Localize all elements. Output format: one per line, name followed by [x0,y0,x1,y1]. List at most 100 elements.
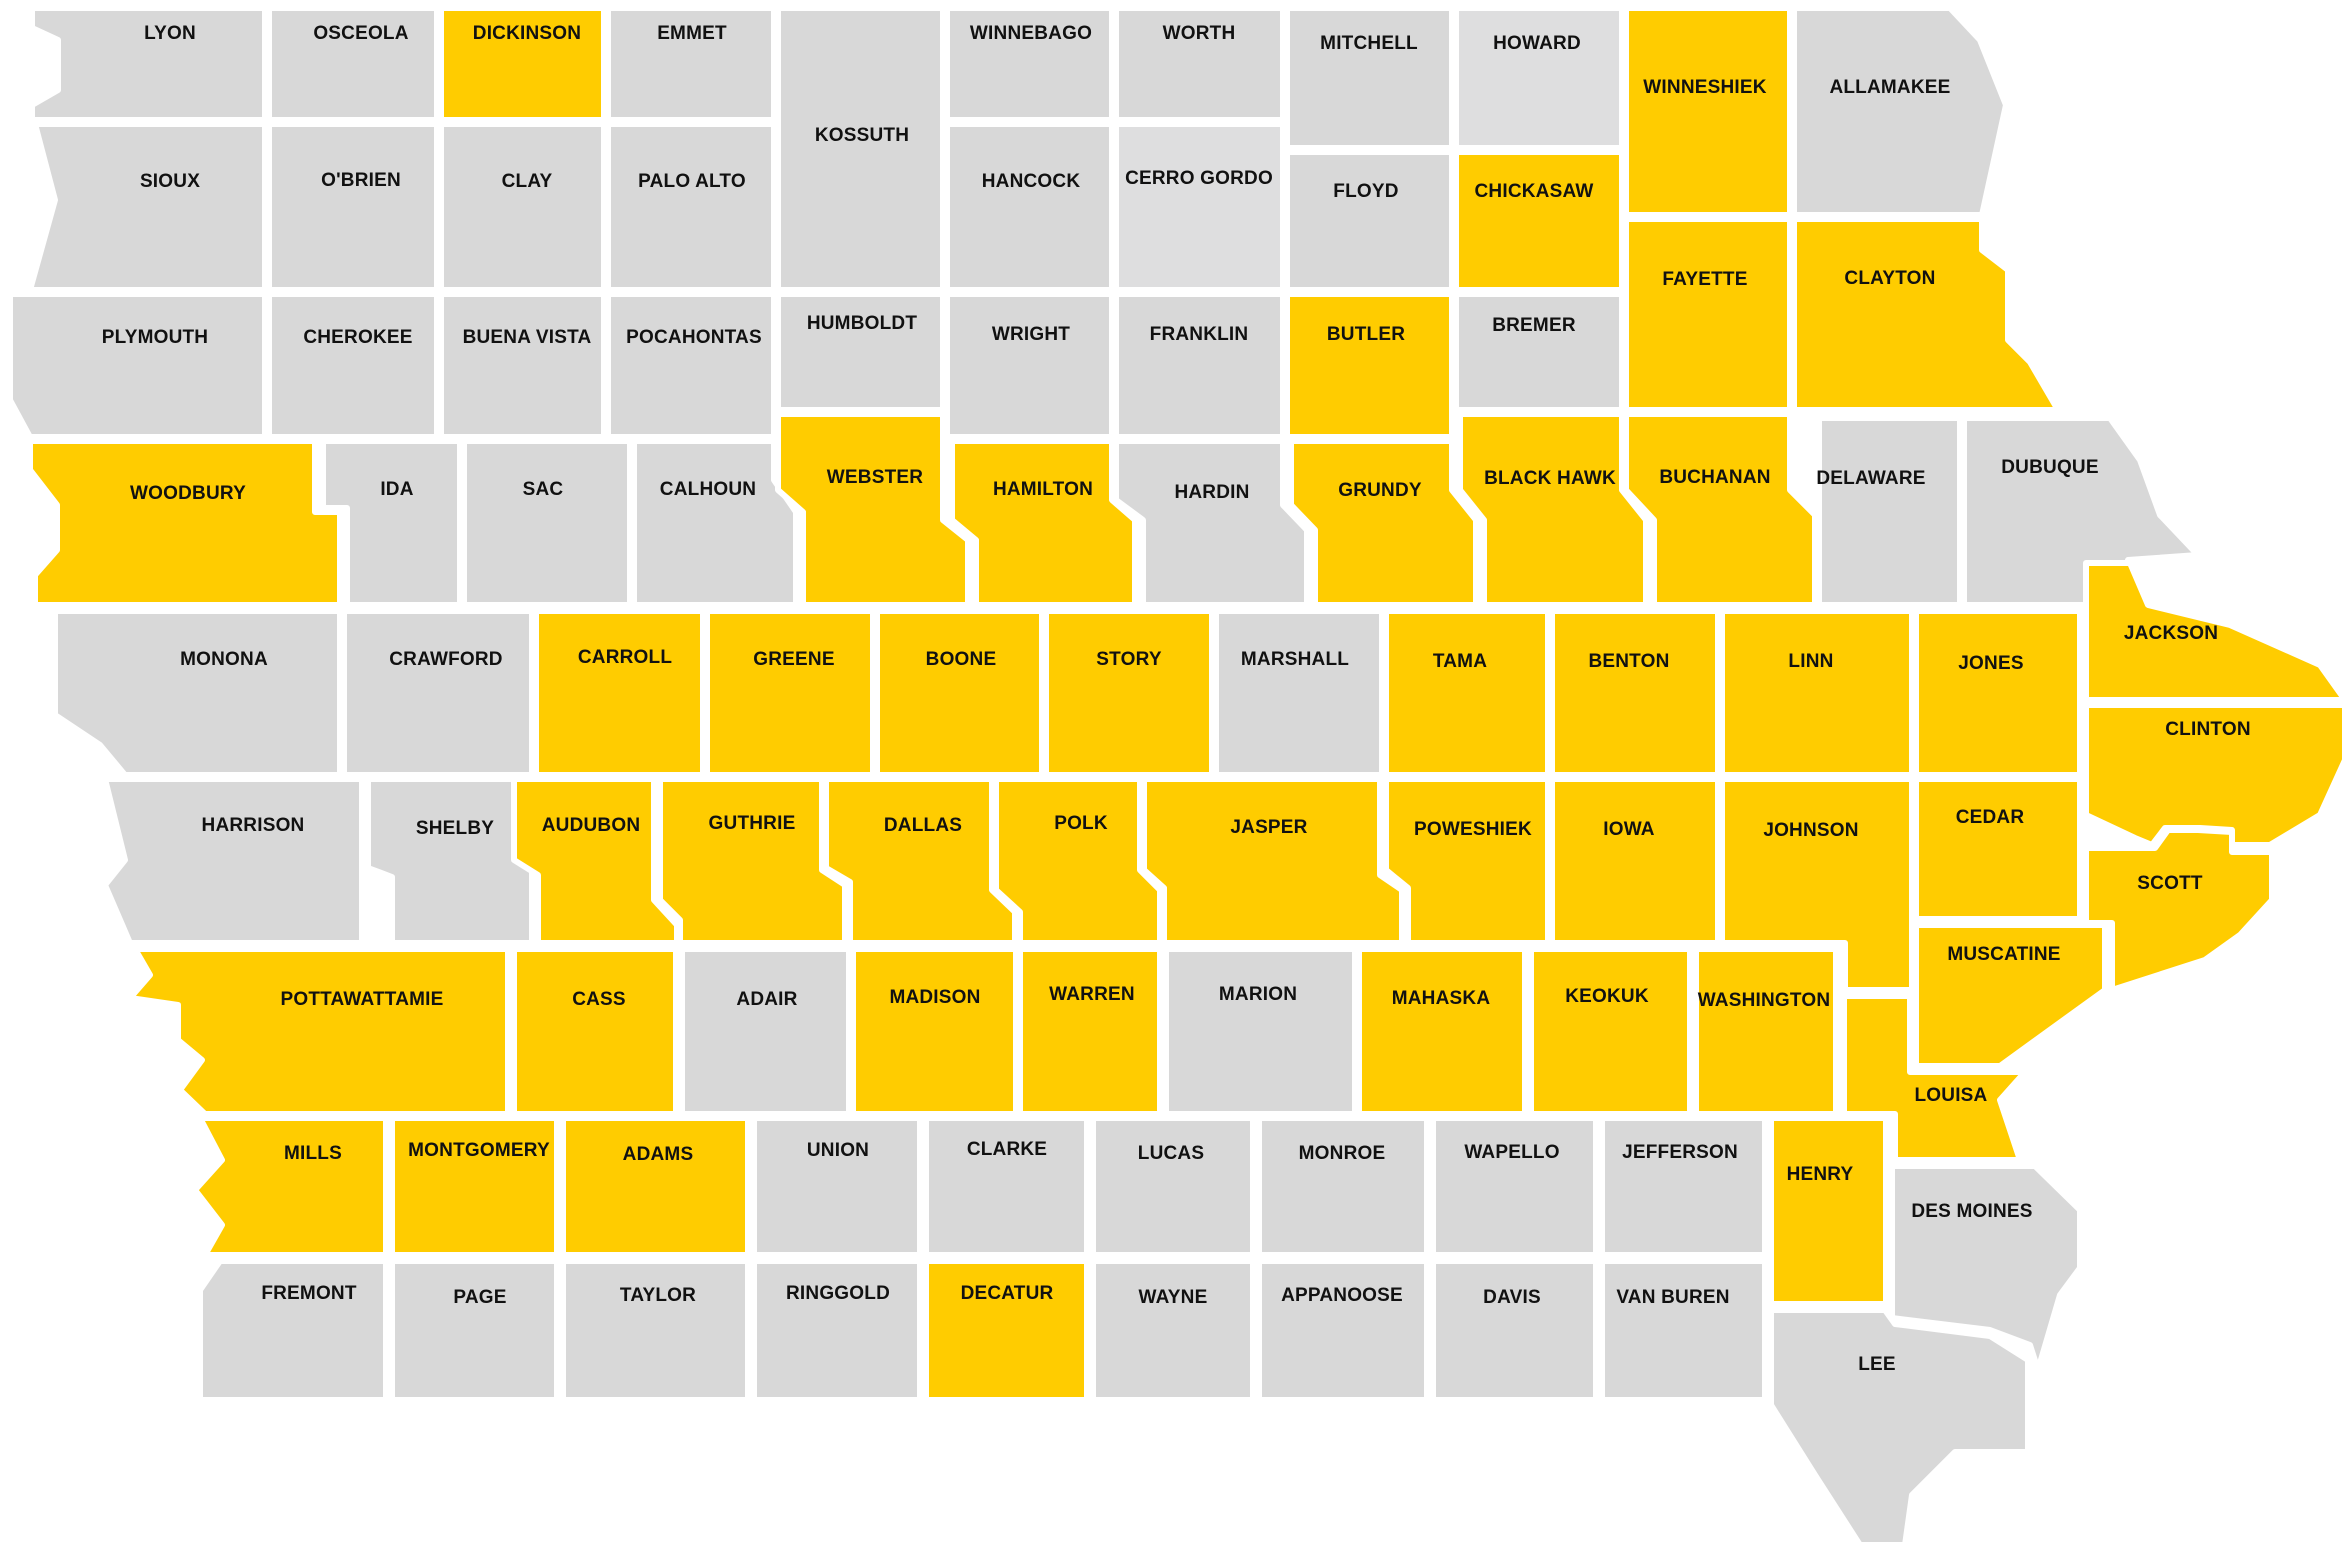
county-label-jefferson: JEFFERSON [1622,1142,1738,1163]
county-grundy [1288,438,1479,608]
county-label-pottawattamie: POTTAWATTAMIE [280,989,443,1010]
county-lee [1768,1307,2031,1548]
county-label-wayne: WAYNE [1139,1287,1208,1308]
county-warren [1017,946,1163,1117]
county-label-obrien: O'BRIEN [321,170,401,191]
county-story [1043,608,1215,778]
county-label-allamakee: ALLAMAKEE [1829,77,1950,98]
county-label-dallas: DALLAS [884,815,962,836]
county-union [751,1115,923,1258]
county-label-woodbury: WOODBURY [130,483,246,504]
county-hamilton [949,438,1138,608]
county-label-ida: IDA [380,479,413,500]
county-scott [2083,827,2275,993]
county-taylor [560,1258,751,1403]
county-page [389,1258,560,1403]
county-label-audubon: AUDUBON [542,815,641,836]
county-label-mahaska: MAHASKA [1392,988,1491,1009]
county-label-delaware: DELAWARE [1816,468,1925,489]
county-label-kossuth: KOSSUTH [815,125,909,146]
county-mills [192,1115,389,1258]
county-label-plymouth: PLYMOUTH [102,327,208,348]
county-sioux [27,121,268,293]
county-guthrie [657,776,848,946]
county-label-hamilton: HAMILTON [993,479,1093,500]
county-label-story: STORY [1096,649,1162,670]
county-label-calhoun: CALHOUN [660,479,756,500]
county-howard [1453,5,1625,151]
county-label-page: PAGE [453,1287,506,1308]
county-woodbury [27,438,343,608]
county-floyd [1284,149,1455,293]
county-harrison [102,776,365,946]
county-label-keokuk: KEOKUK [1565,986,1649,1007]
county-worth [1113,5,1286,123]
county-label-webster: WEBSTER [827,467,923,488]
county-label-pocahontas: POCAHONTAS [626,327,762,348]
county-marion [1163,946,1358,1117]
county-label-desmoines: DES MOINES [1911,1201,2032,1222]
county-lucas [1090,1115,1256,1258]
county-winnebago [944,5,1115,123]
county-cedar [1913,776,2083,922]
county-label-dickinson: DICKINSON [473,23,581,44]
county-label-poweshiek: POWESHIEK [1414,819,1532,840]
county-label-grundy: GRUNDY [1338,480,1422,501]
county-butler [1284,291,1455,440]
county-label-adair: ADAIR [736,989,797,1010]
county-label-cherokee: CHEROKEE [303,327,412,348]
county-johnson [1719,776,1915,993]
county-label-monroe: MONROE [1299,1143,1386,1164]
county-label-taylor: TAYLOR [620,1285,696,1306]
county-davis [1430,1258,1599,1403]
county-label-winneshiek: WINNESHIEK [1643,77,1766,98]
county-mitchell [1284,5,1455,151]
county-label-clarke: CLARKE [967,1139,1047,1160]
county-label-jasper: JASPER [1230,817,1307,838]
county-cerrogordo [1113,121,1286,293]
county-mahaska [1356,946,1528,1117]
county-franklin [1113,291,1286,440]
county-henry [1768,1115,1889,1307]
county-pottawattamie [127,946,511,1117]
county-clay [438,121,607,293]
county-label-lee: LEE [1858,1354,1896,1375]
county-wapello [1430,1115,1599,1258]
county-adams [560,1115,751,1258]
county-label-ringgold: RINGGOLD [786,1283,890,1304]
county-shapes [7,5,2348,1548]
county-jasper [1141,776,1405,946]
county-label-mitchell: MITCHELL [1320,33,1418,54]
county-greene [704,608,876,778]
county-carroll [533,608,706,778]
county-fremont [197,1258,389,1403]
county-keokuk [1528,946,1693,1117]
county-label-marion: MARION [1219,984,1297,1005]
county-shelby [365,776,535,946]
county-benton [1549,608,1721,778]
county-boone [874,608,1045,778]
county-label-floyd: FLOYD [1333,181,1398,202]
county-label-benton: BENTON [1588,651,1669,672]
county-clarke [923,1115,1090,1258]
county-wright [944,291,1115,440]
county-webster [775,411,971,608]
county-lyon [29,5,268,123]
county-label-henry: HENRY [1787,1164,1854,1185]
county-label-sac: SAC [523,479,564,500]
county-montgomery [389,1115,560,1258]
county-label-harrison: HARRISON [202,815,305,836]
county-label-greene: GREENE [753,649,834,670]
county-allamakee [1791,5,2009,218]
county-hancock [944,121,1115,293]
county-label-warren: WARREN [1049,984,1135,1005]
county-label-chickasaw: CHICKASAW [1475,181,1594,202]
county-appanoose [1256,1258,1430,1403]
county-label-linn: LINN [1788,651,1833,672]
county-bremer [1453,291,1625,413]
county-label-butler: BUTLER [1327,324,1405,345]
county-label-blackhawk: BLACK HAWK [1484,468,1616,489]
county-ringgold [751,1258,923,1403]
county-label-emmet: EMMET [657,23,727,44]
